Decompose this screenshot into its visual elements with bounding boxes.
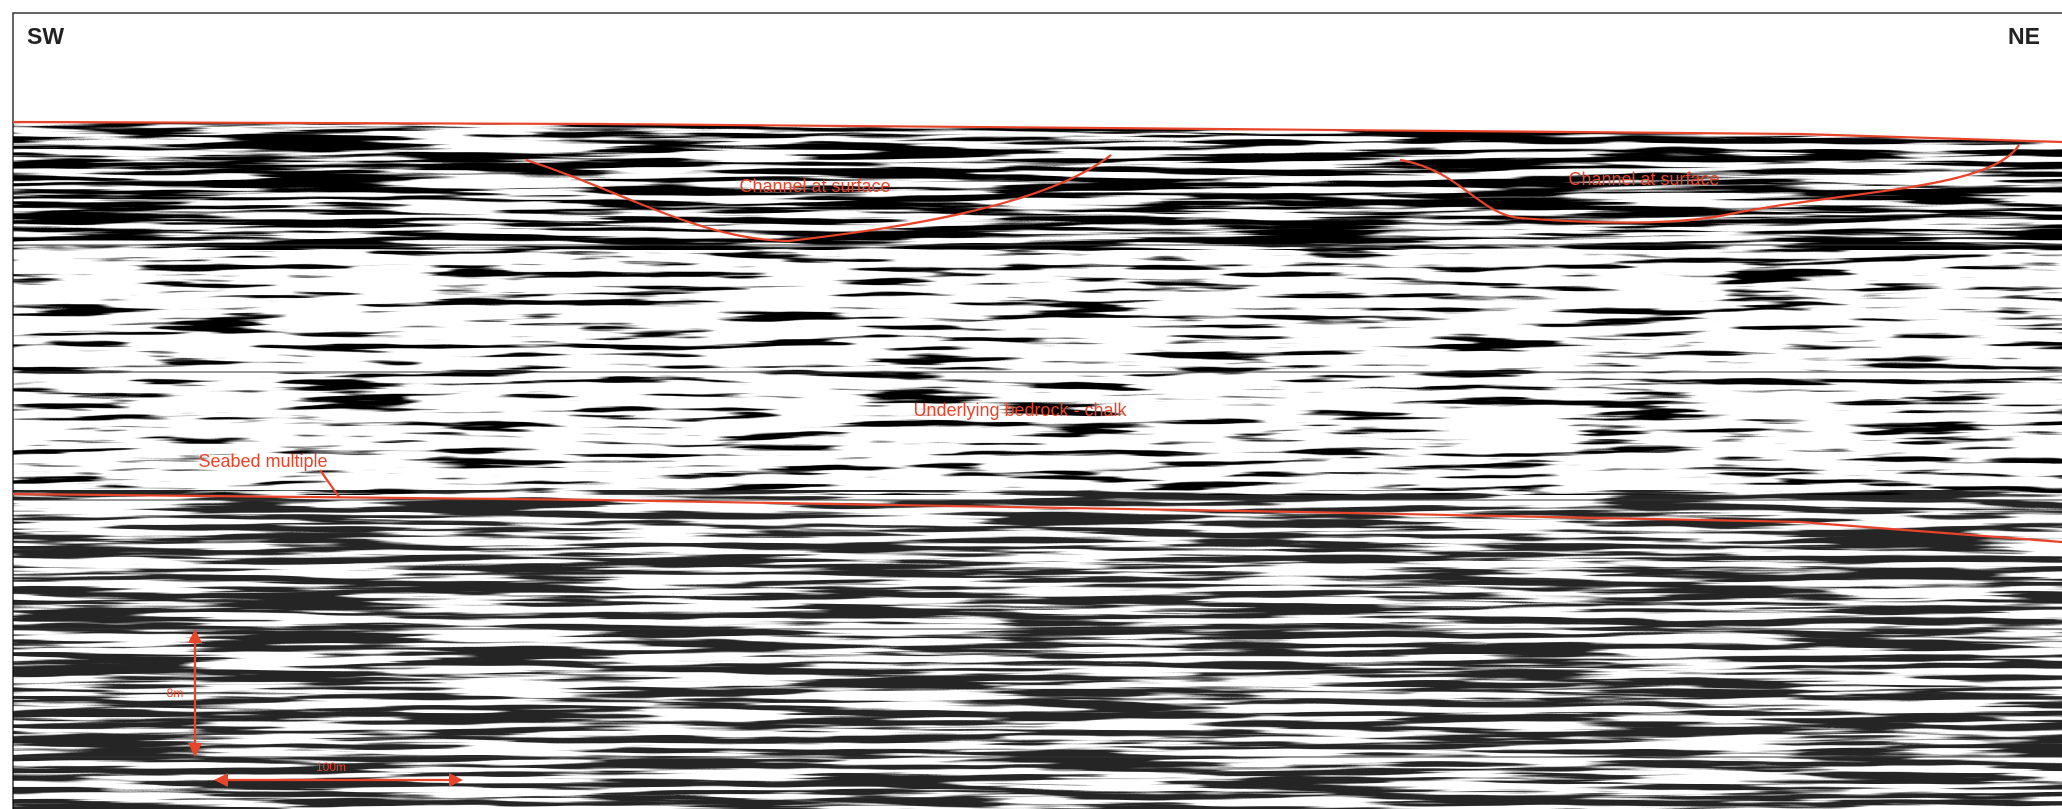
annotation: Channel at surface — [739, 176, 890, 196]
annotation: Channel at surface — [1568, 169, 1719, 189]
direction-label: SW — [27, 23, 64, 49]
scale-label: 8m — [167, 686, 184, 700]
annotation: Seabed multiple — [198, 451, 327, 471]
seismic-profile: SW NE Channel at surface Channel at surf… — [0, 0, 2062, 809]
scale-label: 100m — [316, 760, 346, 774]
direction-label: NE — [2008, 23, 2040, 49]
upper-reflectors — [13, 120, 2062, 250]
annotation: Underlying bedrock - chalk — [913, 400, 1127, 420]
